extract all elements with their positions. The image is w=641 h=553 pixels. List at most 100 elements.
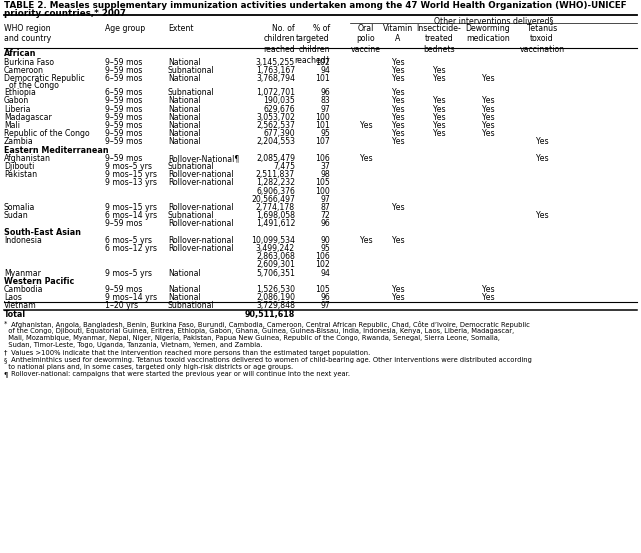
Text: Laos: Laos (4, 293, 22, 302)
Text: Yes: Yes (433, 97, 445, 106)
Text: Values >100% indicate that the intervention reached more persons than the estima: Values >100% indicate that the intervent… (9, 349, 370, 356)
Text: 9 mos–15 yrs: 9 mos–15 yrs (105, 203, 157, 212)
Text: Yes: Yes (536, 138, 548, 147)
Text: Yes: Yes (481, 74, 494, 83)
Text: Yes: Yes (433, 113, 445, 122)
Text: Yes: Yes (392, 113, 404, 122)
Text: 629,676: 629,676 (263, 105, 295, 114)
Text: National: National (168, 129, 201, 138)
Text: 98: 98 (320, 170, 330, 179)
Text: 101: 101 (315, 74, 330, 83)
Text: Anthelminthics used for deworming. Tetanus toxoid vaccinations delivered to wome: Anthelminthics used for deworming. Tetan… (9, 357, 532, 363)
Text: Yes: Yes (392, 66, 404, 75)
Text: 6 mos–14 yrs: 6 mos–14 yrs (105, 211, 157, 220)
Text: 6–59 mos: 6–59 mos (105, 74, 142, 83)
Text: 3,053,702: 3,053,702 (256, 113, 295, 122)
Text: 97: 97 (320, 195, 330, 204)
Text: Mali, Mozambique, Myanmar, Nepal, Niger, Nigeria, Pakistan, Papua New Guinea, Re: Mali, Mozambique, Myanmar, Nepal, Niger,… (4, 335, 500, 341)
Text: 1,763,167: 1,763,167 (256, 66, 295, 75)
Text: 96: 96 (320, 88, 330, 97)
Text: of the Congo: of the Congo (4, 81, 59, 90)
Text: Pakistan: Pakistan (4, 170, 37, 179)
Text: Other interventions delivered§: Other interventions delivered§ (434, 16, 553, 25)
Text: % of
targeted
children
reached†: % of targeted children reached† (294, 24, 330, 64)
Text: 2,511,837: 2,511,837 (256, 170, 295, 179)
Text: 107: 107 (315, 138, 330, 147)
Text: 94: 94 (320, 66, 330, 75)
Text: 10,099,534: 10,099,534 (251, 236, 295, 245)
Text: Gabon: Gabon (4, 97, 29, 106)
Text: Liberia: Liberia (4, 105, 31, 114)
Text: Yes: Yes (481, 105, 494, 114)
Text: 100: 100 (315, 113, 330, 122)
Text: 9–59 mos: 9–59 mos (105, 220, 142, 228)
Text: 94: 94 (320, 269, 330, 278)
Text: Yes: Yes (481, 293, 494, 302)
Text: 106: 106 (315, 154, 330, 163)
Text: 190,035: 190,035 (263, 97, 295, 106)
Text: 677,390: 677,390 (263, 129, 295, 138)
Text: 90: 90 (320, 236, 330, 245)
Text: Ethiopia: Ethiopia (4, 88, 36, 97)
Text: 3,145,255: 3,145,255 (256, 58, 295, 67)
Text: Djibouti: Djibouti (4, 162, 35, 171)
Text: Republic of the Congo: Republic of the Congo (4, 129, 90, 138)
Text: Total: Total (4, 310, 26, 319)
Text: National: National (168, 269, 201, 278)
Text: Yes: Yes (392, 105, 404, 114)
Text: Rollover-national: campaigns that were started the previous year or will continu: Rollover-national: campaigns that were s… (9, 371, 350, 377)
Text: 2,204,553: 2,204,553 (256, 138, 295, 147)
Text: 9 mos–13 yrs: 9 mos–13 yrs (105, 179, 157, 187)
Text: 9–59 mos: 9–59 mos (105, 138, 142, 147)
Text: Mali: Mali (4, 121, 20, 130)
Text: 1,491,612: 1,491,612 (256, 220, 295, 228)
Text: Cambodia: Cambodia (4, 285, 44, 294)
Text: Tetanus
toxoid
vaccination: Tetanus toxoid vaccination (519, 24, 565, 54)
Text: Yes: Yes (392, 138, 404, 147)
Text: 97: 97 (320, 105, 330, 114)
Text: WHO region
and country: WHO region and country (4, 24, 51, 43)
Text: 96: 96 (320, 293, 330, 302)
Text: 2,774,178: 2,774,178 (256, 203, 295, 212)
Text: Yes: Yes (392, 285, 404, 294)
Text: *: * (4, 321, 8, 327)
Text: Western Pacific: Western Pacific (4, 277, 74, 286)
Text: 9 mos–5 yrs: 9 mos–5 yrs (105, 269, 152, 278)
Text: Subnational: Subnational (168, 88, 215, 97)
Text: Oral
polio
vaccine: Oral polio vaccine (351, 24, 381, 54)
Text: 95: 95 (320, 244, 330, 253)
Text: 9–59 mos: 9–59 mos (105, 285, 142, 294)
Text: Indonesia: Indonesia (4, 236, 42, 245)
Text: 6,906,376: 6,906,376 (256, 187, 295, 196)
Text: 95: 95 (320, 129, 330, 138)
Text: Yes: Yes (392, 58, 404, 67)
Text: 87: 87 (320, 203, 330, 212)
Text: 96: 96 (320, 220, 330, 228)
Text: 2,863,068: 2,863,068 (256, 252, 295, 262)
Text: TABLE 2. Measles supplementary immunization activities undertaken among the 47 W: TABLE 2. Measles supplementary immunizat… (4, 1, 627, 10)
Text: †: † (4, 349, 8, 356)
Text: 1,282,232: 1,282,232 (256, 179, 295, 187)
Text: 90,511,618: 90,511,618 (245, 310, 295, 319)
Text: Subnational: Subnational (168, 301, 215, 310)
Text: 2,562,537: 2,562,537 (256, 121, 295, 130)
Text: 102: 102 (315, 58, 330, 67)
Text: National: National (168, 58, 201, 67)
Text: 3,729,848: 3,729,848 (256, 301, 295, 310)
Text: Rollover-national: Rollover-national (168, 244, 233, 253)
Text: Vitamin
A: Vitamin A (383, 24, 413, 43)
Text: National: National (168, 97, 201, 106)
Text: National: National (168, 293, 201, 302)
Text: Somalia: Somalia (4, 203, 35, 212)
Text: Rollover-national: Rollover-national (168, 220, 233, 228)
Text: 9 mos–14 yrs: 9 mos–14 yrs (105, 293, 157, 302)
Text: Eastern Mediterranean: Eastern Mediterranean (4, 145, 108, 155)
Text: Yes: Yes (392, 121, 404, 130)
Text: Yes: Yes (481, 113, 494, 122)
Text: 106: 106 (315, 252, 330, 262)
Text: Yes: Yes (392, 88, 404, 97)
Text: priority countries,* 2007: priority countries,* 2007 (4, 9, 126, 18)
Text: 9–59 mos: 9–59 mos (105, 105, 142, 114)
Text: 20,566,497: 20,566,497 (251, 195, 295, 204)
Text: 100: 100 (315, 187, 330, 196)
